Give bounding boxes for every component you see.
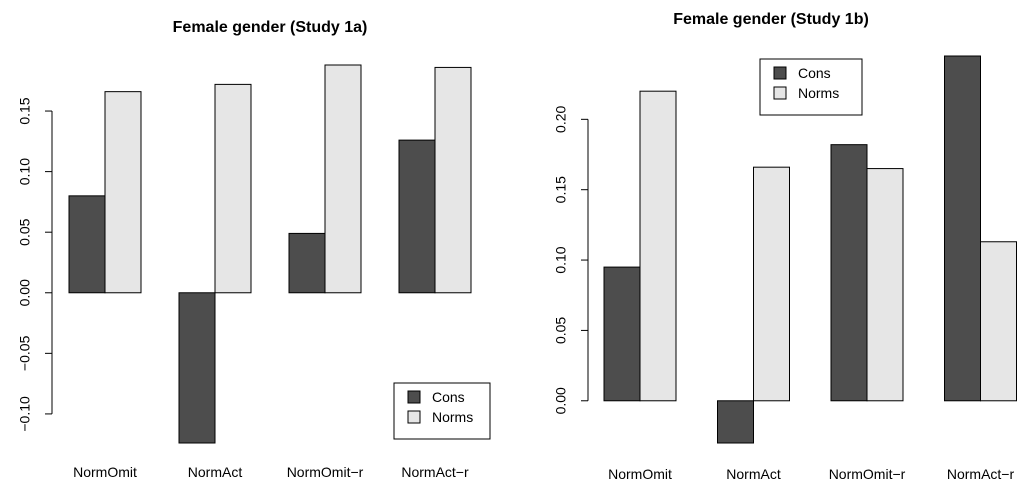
- legend-label: Cons: [432, 389, 465, 405]
- bar-cons-3: [830, 144, 868, 402]
- bar-norms-1: [639, 90, 677, 402]
- legend: Cons Norms: [393, 382, 491, 440]
- bars: [68, 64, 472, 444]
- legend-swatch-norms: [407, 410, 421, 424]
- x-tick-label: NormAct: [726, 466, 781, 482]
- legend-label: Norms: [798, 85, 839, 101]
- chart-title: Female gender (Study 1b): [673, 11, 869, 28]
- y-tick-label: 0.00: [17, 279, 33, 306]
- y-tick-label: 0.10: [17, 158, 33, 185]
- legend: Cons Norms: [759, 58, 863, 116]
- y-tick-label: 0.15: [553, 176, 569, 203]
- x-tick-label: NormAct: [188, 464, 243, 480]
- bar-norms-3: [324, 64, 362, 294]
- x-tick-labels: NormOmit NormAct NormOmit−r NormAct−r: [608, 466, 1014, 482]
- y-tick-label: 0.15: [17, 97, 33, 124]
- y-tick-label: 0.05: [17, 218, 33, 245]
- y-tick-label: 0.20: [553, 105, 569, 132]
- y-tick-label: 0.00: [553, 387, 569, 414]
- bar-cons-4: [944, 55, 981, 402]
- y-tick-label: 0.10: [553, 246, 569, 273]
- y-axis: 0.00 0.05 0.10 0.15 0.20: [553, 105, 589, 414]
- bar-norms-1: [104, 91, 142, 294]
- bar-norms-4: [434, 66, 472, 294]
- x-tick-label: NormOmit−r: [829, 466, 906, 482]
- bar-norms-2: [753, 166, 790, 402]
- y-axis: −0.10 −0.05 0.00 0.05 0.10 0.15: [17, 97, 53, 432]
- x-tick-label: NormOmit−r: [287, 464, 364, 480]
- bar-cons-1: [68, 195, 106, 294]
- bar-norms-4: [980, 241, 1017, 402]
- legend-swatch-cons: [407, 390, 421, 404]
- x-tick-label: NormAct−r: [947, 466, 1015, 482]
- y-tick-label: −0.10: [17, 396, 33, 432]
- y-tick-label: 0.05: [553, 317, 569, 344]
- bar-cons-2: [178, 292, 216, 444]
- legend-swatch-cons: [773, 66, 787, 80]
- bar-cons-3: [288, 232, 326, 294]
- x-tick-label: NormOmit: [608, 466, 672, 482]
- x-tick-label: NormAct−r: [401, 464, 469, 480]
- bar-norms-2: [214, 83, 252, 294]
- bar-norms-3: [866, 168, 904, 402]
- x-tick-labels: NormOmit NormAct NormOmit−r NormAct−r: [73, 464, 469, 480]
- legend-label: Cons: [798, 65, 831, 81]
- x-tick-label: NormOmit: [73, 464, 137, 480]
- chart-study-1a: Female gender (Study 1a) −0.10 −0.05 0.00 0…: [17, 19, 491, 480]
- chart-title: Female gender (Study 1a): [173, 19, 368, 36]
- bar-cons-4: [398, 139, 436, 294]
- legend-label: Norms: [432, 409, 473, 425]
- chart-study-1b: Female gender (Study 1b) 0.00 0.05 0.10 0.1…: [553, 11, 1017, 482]
- bars: [603, 55, 1017, 444]
- legend-swatch-norms: [773, 86, 787, 100]
- bar-cons-2: [717, 400, 754, 444]
- y-tick-label: −0.05: [17, 335, 33, 371]
- bar-cons-1: [603, 266, 641, 402]
